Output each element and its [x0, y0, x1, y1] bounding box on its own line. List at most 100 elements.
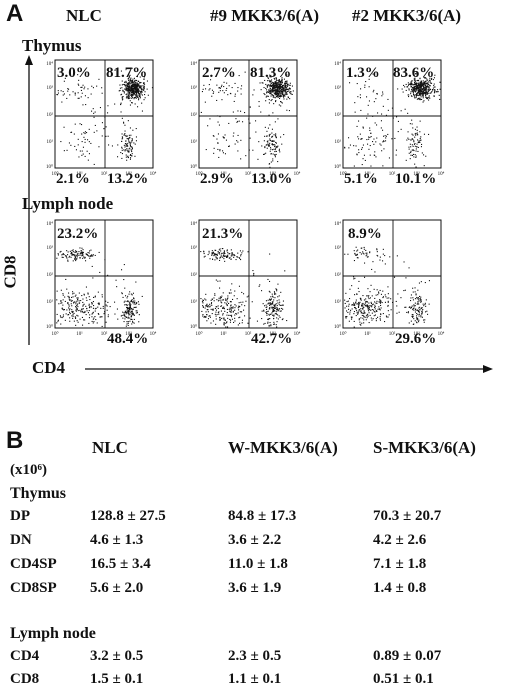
pct-thymus-2-lr: 10.1% [395, 171, 437, 187]
table-cell-dp-s: 70.3 ± 20.7 [373, 508, 442, 524]
event-dots [200, 248, 288, 328]
pct-thymus-2-ul: 1.3% [346, 65, 380, 81]
x-tick-label: 10⁰ [51, 171, 58, 177]
y-tick-label: 10² [191, 112, 198, 118]
table-cell-cd8sp-w: 3.6 ± 1.9 [228, 580, 282, 596]
x-tick-label: 10³ [269, 171, 276, 177]
x-tick-label: 10⁰ [339, 171, 346, 177]
table-cell-cd4-nlc: 3.2 ± 0.5 [90, 648, 144, 664]
y-tick-label: 10⁴ [46, 221, 53, 227]
pct-thymus-nlc-ur: 81.7% [106, 65, 148, 81]
table-cell-cd8-nlc: 1.5 ± 0.1 [90, 671, 144, 687]
plot-frame [198, 59, 298, 169]
x-tick-label: 10³ [269, 331, 276, 337]
x-tick-label: 10⁰ [339, 331, 346, 337]
table-cell-dn-w: 3.6 ± 2.2 [228, 532, 282, 548]
y-tick-label: 10² [335, 112, 342, 118]
y-tick-label: 10² [191, 272, 198, 278]
table-section-lymph-node: Lymph node [10, 625, 96, 642]
table-cell-cd4sp-nlc: 16.5 ± 3.4 [90, 556, 151, 572]
row-label-lymph-node: Lymph node [22, 194, 114, 213]
pct-thymus-9-ur: 81.3% [250, 65, 292, 81]
y-tick-label: 10⁴ [46, 61, 53, 67]
y-tick-label: 10² [47, 112, 54, 118]
plot-frame [342, 59, 442, 169]
x-tick-label: 10³ [125, 331, 132, 337]
x-tick-label: 10³ [125, 171, 132, 177]
y-tick-label: 10⁰ [334, 164, 341, 170]
x-tick-label: 10¹ [76, 171, 83, 177]
y-tick-label: 10⁰ [190, 164, 197, 170]
x-tick-label: 10² [101, 171, 108, 177]
y-tick-label: 10¹ [191, 139, 198, 145]
table-row-label-cd4: CD4 [10, 648, 40, 664]
table-row-label-cd8: CD8 [10, 671, 40, 687]
x-tick-label: 10⁴ [150, 171, 157, 177]
y-tick-label: 10³ [335, 245, 342, 251]
table-cell-cd4sp-w: 11.0 ± 1.8 [228, 556, 288, 572]
panel-b-letter: B [6, 427, 24, 454]
y-tick-label: 10⁴ [190, 221, 197, 227]
pct-lymph-nlc-lr: 48.4% [107, 331, 149, 347]
plot-frame [54, 59, 154, 169]
y-tick-label: 10² [335, 272, 342, 278]
table-header-w-mkk: W-MKK3/6(A) [228, 438, 338, 457]
x-tick-label: 10⁴ [438, 331, 445, 337]
pct-thymus-nlc-lr: 13.2% [107, 171, 149, 187]
table-cell-dp-nlc: 128.8 ± 27.5 [90, 508, 166, 524]
pct-lymph-9-lr: 42.7% [251, 331, 293, 347]
x-tick-label: 10¹ [220, 331, 227, 337]
pct-thymus-2-ll: 5.1% [344, 171, 378, 187]
table-row-label-cd8sp: CD8SP [10, 580, 57, 596]
table-row-label-dn: DN [10, 532, 32, 548]
y-tick-label: 10³ [191, 245, 198, 251]
y-tick-label: 10³ [47, 245, 54, 251]
table-header-s-mkk: S-MKK3/6(A) [373, 438, 476, 457]
column-header-9-mkk: #9 MKK3/6(A) [210, 6, 320, 25]
column-header-nlc: NLC [66, 6, 102, 25]
table-cell-cd4-w: 2.3 ± 0.5 [228, 648, 282, 664]
table-section-thymus: Thymus [10, 485, 67, 502]
table-cell-cd4-s: 0.89 ± 0.07 [373, 648, 442, 664]
pct-thymus-2-ur: 83.6% [393, 65, 435, 81]
pct-thymus-nlc-ll: 2.1% [56, 171, 90, 187]
event-dots [56, 67, 153, 165]
pct-thymus-9-lr: 13.0% [251, 171, 293, 187]
table-cell-cd8-w: 1.1 ± 0.1 [228, 671, 282, 687]
pct-lymph-nlc-ul: 23.2% [57, 226, 99, 242]
y-tick-label: 10² [47, 272, 54, 278]
x-tick-label: 10⁴ [438, 171, 445, 177]
x-axis-label: CD4 [32, 358, 66, 377]
x-tick-label: 10² [389, 331, 396, 337]
pct-thymus-9-ll: 2.9% [200, 171, 234, 187]
x-tick-label: 10⁰ [195, 171, 202, 177]
table-header-nlc: NLC [92, 438, 128, 457]
row-label-thymus: Thymus [22, 36, 82, 55]
event-dots [56, 247, 143, 327]
x-tick-label: 10⁰ [51, 331, 58, 337]
column-header-2-mkk: #2 MKK3/6(A) [352, 6, 462, 25]
x-tick-label: 10⁰ [195, 331, 202, 337]
y-tick-label: 10¹ [47, 139, 54, 145]
y-tick-label: 10⁰ [334, 324, 341, 330]
table-row-label-cd4sp: CD4SP [10, 556, 57, 572]
event-dots [344, 246, 430, 328]
y-tick-label: 10¹ [191, 299, 198, 305]
x-tick-label: 10¹ [220, 171, 227, 177]
plot-frame [198, 219, 298, 329]
y-tick-label: 10³ [47, 85, 54, 91]
table-unit: (x10⁶) [10, 462, 47, 478]
y-tick-label: 10⁰ [46, 324, 53, 330]
y-tick-label: 10⁴ [190, 61, 197, 67]
x-tick-label: 10¹ [76, 331, 83, 337]
plot-frame [342, 219, 442, 329]
x-tick-label: 10⁴ [294, 331, 301, 337]
x-tick-label: 10² [245, 171, 252, 177]
pct-lymph-2-lr: 29.6% [395, 331, 437, 347]
y-axis-label: CD8 [0, 255, 20, 289]
